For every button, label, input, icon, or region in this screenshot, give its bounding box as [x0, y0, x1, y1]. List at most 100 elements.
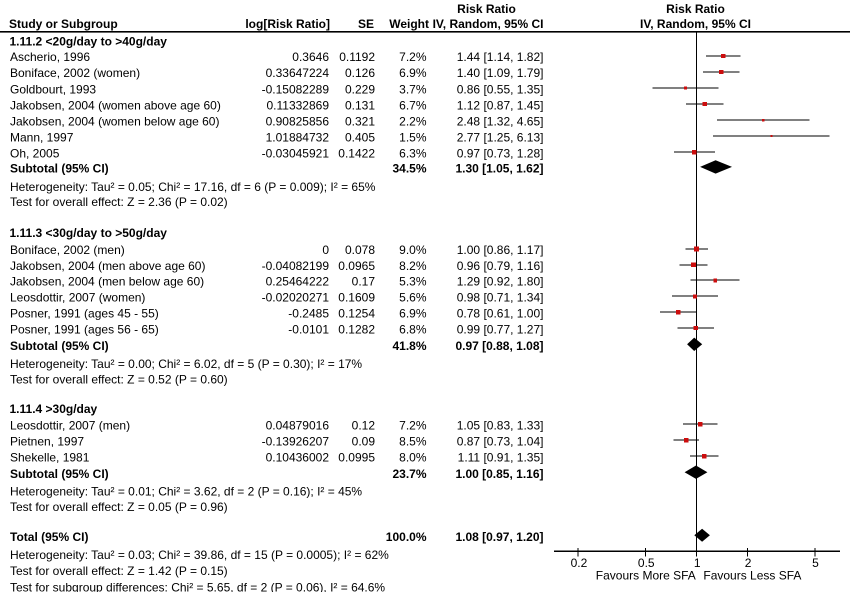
svg-text:5.3%: 5.3%	[399, 275, 427, 289]
svg-text:0.131: 0.131	[345, 98, 375, 112]
svg-text:Subtotal (95% CI): Subtotal (95% CI)	[10, 339, 109, 353]
svg-text:Total (95% CI): Total (95% CI)	[10, 530, 88, 544]
svg-text:0.10436002: 0.10436002	[266, 451, 330, 465]
svg-text:Heterogeneity: Tau² = 0.00; Ch: Heterogeneity: Tau² = 0.00; Chi² = 6.02,…	[10, 357, 362, 371]
svg-text:0.90825856: 0.90825856	[266, 114, 330, 128]
svg-text:0: 0	[322, 243, 329, 257]
svg-text:0.04879016: 0.04879016	[266, 419, 330, 433]
svg-text:-0.02020271: -0.02020271	[262, 291, 330, 305]
svg-text:1.08 [0.97, 1.20]: 1.08 [0.97, 1.20]	[455, 530, 543, 544]
svg-text:6.7%: 6.7%	[399, 98, 427, 112]
svg-text:Heterogeneity: Tau² = 0.03; Ch: Heterogeneity: Tau² = 0.03; Chi² = 39.86…	[10, 548, 389, 562]
svg-text:8.2%: 8.2%	[399, 259, 427, 273]
svg-text:5: 5	[812, 556, 819, 570]
svg-text:0.99 [0.77, 1.27]: 0.99 [0.77, 1.27]	[457, 322, 544, 336]
svg-text:IV, Random, 95% CI: IV, Random, 95% CI	[433, 17, 544, 31]
svg-text:Posner, 1991 (ages 45 - 55): Posner, 1991 (ages 45 - 55)	[10, 306, 159, 320]
svg-text:0.17: 0.17	[352, 275, 376, 289]
svg-text:1.40 [1.09, 1.79]: 1.40 [1.09, 1.79]	[457, 66, 544, 80]
svg-text:6.9%: 6.9%	[399, 306, 427, 320]
svg-text:Test for subgroup differences:: Test for subgroup differences: Chi² = 5.…	[10, 580, 385, 592]
svg-text:41.8%: 41.8%	[392, 339, 426, 353]
svg-text:0.5: 0.5	[638, 556, 655, 570]
svg-text:1.00 [0.86, 1.17]: 1.00 [0.86, 1.17]	[457, 243, 544, 257]
svg-text:-0.2485: -0.2485	[288, 306, 329, 320]
svg-text:Boniface, 2002 (women): Boniface, 2002 (women)	[10, 66, 140, 80]
svg-text:-0.0101: -0.0101	[288, 322, 329, 336]
svg-text:Shekelle, 1981: Shekelle, 1981	[10, 451, 90, 465]
svg-text:Jakobsen, 2004 (men below age: Jakobsen, 2004 (men below age 60)	[10, 275, 204, 289]
svg-text:0.87 [0.73, 1.04]: 0.87 [0.73, 1.04]	[457, 435, 544, 449]
svg-text:Subtotal (95% CI): Subtotal (95% CI)	[10, 467, 109, 481]
svg-text:log[Risk Ratio]: log[Risk Ratio]	[245, 17, 330, 31]
svg-text:1.5%: 1.5%	[399, 130, 427, 144]
svg-text:2: 2	[745, 556, 752, 570]
svg-text:SE: SE	[358, 17, 374, 31]
svg-text:0.3646: 0.3646	[292, 50, 329, 64]
svg-text:Test for overall effect: Z = 1: Test for overall effect: Z = 1.42 (P = 0…	[10, 564, 228, 578]
svg-text:0.229: 0.229	[345, 82, 375, 96]
svg-text:1.11.4 >30g/day: 1.11.4 >30g/day	[10, 402, 98, 416]
svg-text:0.33647224: 0.33647224	[266, 66, 330, 80]
svg-text:34.5%: 34.5%	[392, 161, 426, 175]
svg-text:6.8%: 6.8%	[399, 322, 427, 336]
svg-text:0.1282: 0.1282	[338, 322, 375, 336]
svg-text:0.11332869: 0.11332869	[266, 98, 329, 112]
svg-text:0.09: 0.09	[352, 435, 376, 449]
svg-text:0.96 [0.79, 1.16]: 0.96 [0.79, 1.16]	[457, 259, 544, 273]
svg-text:Oh, 2005: Oh, 2005	[10, 146, 60, 160]
svg-text:1: 1	[694, 556, 701, 570]
svg-text:Study or Subgroup: Study or Subgroup	[9, 17, 118, 31]
svg-text:Heterogeneity: Tau² = 0.01; Ch: Heterogeneity: Tau² = 0.01; Chi² = 3.62,…	[10, 485, 362, 499]
svg-text:0.97 [0.73, 1.28]: 0.97 [0.73, 1.28]	[457, 146, 544, 160]
svg-text:Goldbourt, 1993: Goldbourt, 1993	[10, 82, 96, 96]
svg-text:6.9%: 6.9%	[399, 66, 427, 80]
svg-text:Favours More SFA: Favours More SFA	[596, 569, 696, 583]
svg-text:3.7%: 3.7%	[399, 82, 427, 96]
svg-text:Test for overall effect: Z = 2: Test for overall effect: Z = 2.36 (P = 0…	[10, 195, 228, 209]
svg-text:0.078: 0.078	[345, 243, 375, 257]
svg-text:Jakobsen, 2004 (women above ag: Jakobsen, 2004 (women above age 60)	[10, 98, 221, 112]
svg-text:2.77 [1.25, 6.13]: 2.77 [1.25, 6.13]	[457, 130, 544, 144]
svg-text:Test for overall effect: Z = 0: Test for overall effect: Z = 0.05 (P = 0…	[10, 500, 228, 514]
svg-text:0.0965: 0.0965	[338, 259, 375, 273]
svg-text:Favours Less SFA: Favours Less SFA	[703, 569, 801, 583]
svg-text:Subtotal (95% CI): Subtotal (95% CI)	[10, 161, 109, 175]
svg-text:IV, Random, 95% CI: IV, Random, 95% CI	[640, 17, 751, 31]
svg-text:1.11 [0.91, 1.35]: 1.11 [0.91, 1.35]	[458, 451, 544, 465]
svg-text:2.2%: 2.2%	[399, 114, 427, 128]
svg-text:1.00 [0.85, 1.16]: 1.00 [0.85, 1.16]	[455, 467, 543, 481]
svg-text:7.2%: 7.2%	[399, 50, 427, 64]
svg-text:5.6%: 5.6%	[399, 291, 427, 305]
svg-text:Pietnen, 1997: Pietnen, 1997	[10, 435, 84, 449]
svg-text:0.98 [0.71, 1.34]: 0.98 [0.71, 1.34]	[457, 291, 544, 305]
svg-text:1.44 [1.14, 1.82]: 1.44 [1.14, 1.82]	[457, 50, 544, 64]
svg-text:Risk Ratio: Risk Ratio	[666, 2, 725, 16]
svg-text:1.11.2 <20g/day to >40g/day: 1.11.2 <20g/day to >40g/day	[10, 34, 168, 48]
svg-text:Risk Ratio: Risk Ratio	[457, 2, 516, 16]
svg-text:1.01884732: 1.01884732	[266, 130, 330, 144]
svg-text:Posner, 1991 (ages 56 - 65): Posner, 1991 (ages 56 - 65)	[10, 322, 159, 336]
svg-text:0.321: 0.321	[345, 114, 375, 128]
svg-text:9.0%: 9.0%	[399, 243, 427, 257]
svg-text:0.25464222: 0.25464222	[266, 275, 330, 289]
svg-text:Leosdottir, 2007 (men): Leosdottir, 2007 (men)	[10, 419, 130, 433]
svg-text:0.1422: 0.1422	[338, 146, 375, 160]
svg-text:1.30 [1.05, 1.62]: 1.30 [1.05, 1.62]	[455, 161, 543, 175]
svg-text:-0.03045921: -0.03045921	[262, 146, 330, 160]
svg-text:-0.13926207: -0.13926207	[262, 435, 330, 449]
svg-text:0.1254: 0.1254	[338, 306, 375, 320]
svg-text:6.3%: 6.3%	[399, 146, 427, 160]
svg-text:0.12: 0.12	[352, 419, 376, 433]
svg-text:Jakobsen, 2004 (women below ag: Jakobsen, 2004 (women below age 60)	[10, 114, 219, 128]
svg-text:Leosdottir, 2007 (women): Leosdottir, 2007 (women)	[10, 291, 145, 305]
svg-text:0.2: 0.2	[571, 556, 588, 570]
svg-text:1.12 [0.87, 1.45]: 1.12 [0.87, 1.45]	[457, 98, 544, 112]
svg-text:-0.04082199: -0.04082199	[262, 259, 330, 273]
svg-text:Heterogeneity: Tau² = 0.05; Ch: Heterogeneity: Tau² = 0.05; Chi² = 17.16…	[10, 180, 376, 194]
svg-text:0.1609: 0.1609	[338, 291, 375, 305]
svg-text:0.1192: 0.1192	[339, 50, 375, 64]
svg-text:1.05 [0.83, 1.33]: 1.05 [0.83, 1.33]	[457, 419, 544, 433]
svg-text:-0.15082289: -0.15082289	[262, 82, 330, 96]
svg-text:0.97 [0.88, 1.08]: 0.97 [0.88, 1.08]	[455, 339, 543, 353]
